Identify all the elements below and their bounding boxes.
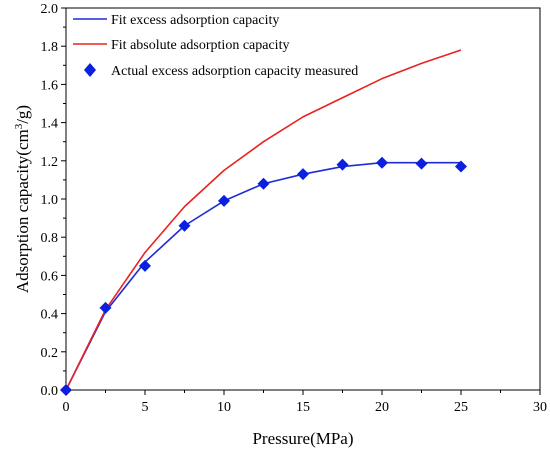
y-tick-label: 1.8 (41, 40, 59, 55)
data-point-diamond (415, 157, 428, 170)
data-point-diamond (178, 219, 191, 232)
legend-label-fit-excess: Fit excess adsorption capacity (111, 13, 279, 28)
x-axis-title: Pressure(MPa) (252, 429, 353, 448)
x-tick-label: 10 (217, 400, 231, 415)
y-tick-label: 1.6 (41, 78, 59, 93)
y-axis-title: Adsorption capacity(cm3/g) (13, 105, 32, 293)
y-ticks: 0.0 0.2 0.4 0.6 0.8 1.0 1.2 1.4 1.6 1.8 2.0 (41, 2, 66, 399)
y-tick-label: 0.6 (41, 269, 59, 284)
legend-label-fit-absolute: Fit absolute adsorption capacity (111, 38, 289, 53)
y-axis-title-end: /g) (13, 105, 32, 124)
x-tick-label: 5 (142, 400, 149, 415)
y-axis-title-main: Adsorption capacity(cm (13, 129, 32, 293)
y-tick-label: 1.4 (41, 117, 59, 132)
x-tick-label: 20 (375, 400, 389, 415)
y-tick-label: 0.2 (41, 346, 59, 361)
x-ticks: 0 5 10 15 20 25 30 (63, 390, 547, 415)
series-line-1 (65, 49, 462, 391)
x-tick-label: 25 (454, 400, 468, 415)
data-point-diamond (99, 301, 112, 314)
y-axis-title-sup: 3 (13, 123, 25, 129)
data-point-diamond (139, 259, 151, 272)
data-point-diamond (455, 160, 467, 173)
x-tick-label: 0 (63, 400, 70, 415)
data-point-diamond (60, 384, 72, 396)
y-tick-label: 0.8 (41, 231, 59, 246)
legend-label-measured: Actual excess adsorption capacity measur… (111, 64, 358, 79)
data-point-diamond (257, 177, 270, 190)
data-point-diamond (297, 168, 309, 181)
series-line-0 (65, 161, 461, 391)
data-point-diamond (336, 158, 349, 171)
x-tick-label: 15 (296, 400, 310, 415)
data-point-diamond (376, 156, 388, 169)
y-tick-label: 1.2 (41, 155, 59, 170)
x-tick-label: 30 (533, 400, 547, 415)
y-tick-label: 0.0 (41, 384, 59, 399)
y-tick-label: 0.4 (41, 308, 59, 323)
data-point-diamond (218, 194, 230, 207)
y-tick-label: 1.0 (41, 193, 59, 208)
series-layer (60, 49, 467, 396)
plot-area: 0 5 10 15 20 25 30 0.0 0.2 0.4 0.6 0.8 1.0 1.2 1.4 1.6… (41, 2, 548, 415)
legend: Fit excess adsorption capacity Fit absol… (73, 13, 358, 79)
y-tick-label: 2.0 (41, 2, 59, 17)
legend-swatch-measured (84, 63, 96, 77)
